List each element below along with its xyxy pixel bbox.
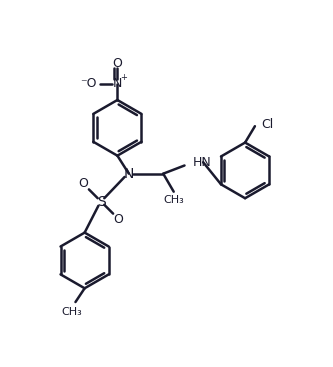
Text: CH₃: CH₃ (163, 195, 184, 205)
Text: S: S (97, 195, 105, 208)
Text: O: O (113, 57, 122, 70)
Text: O: O (114, 213, 123, 226)
Text: N: N (124, 167, 134, 181)
Text: +: + (120, 73, 127, 82)
Text: Cl: Cl (261, 118, 274, 131)
Text: ⁻O: ⁻O (81, 77, 97, 90)
Text: N: N (113, 77, 122, 90)
Text: CH₃: CH₃ (61, 307, 82, 317)
Text: O: O (79, 177, 89, 190)
Text: HN: HN (193, 156, 211, 169)
